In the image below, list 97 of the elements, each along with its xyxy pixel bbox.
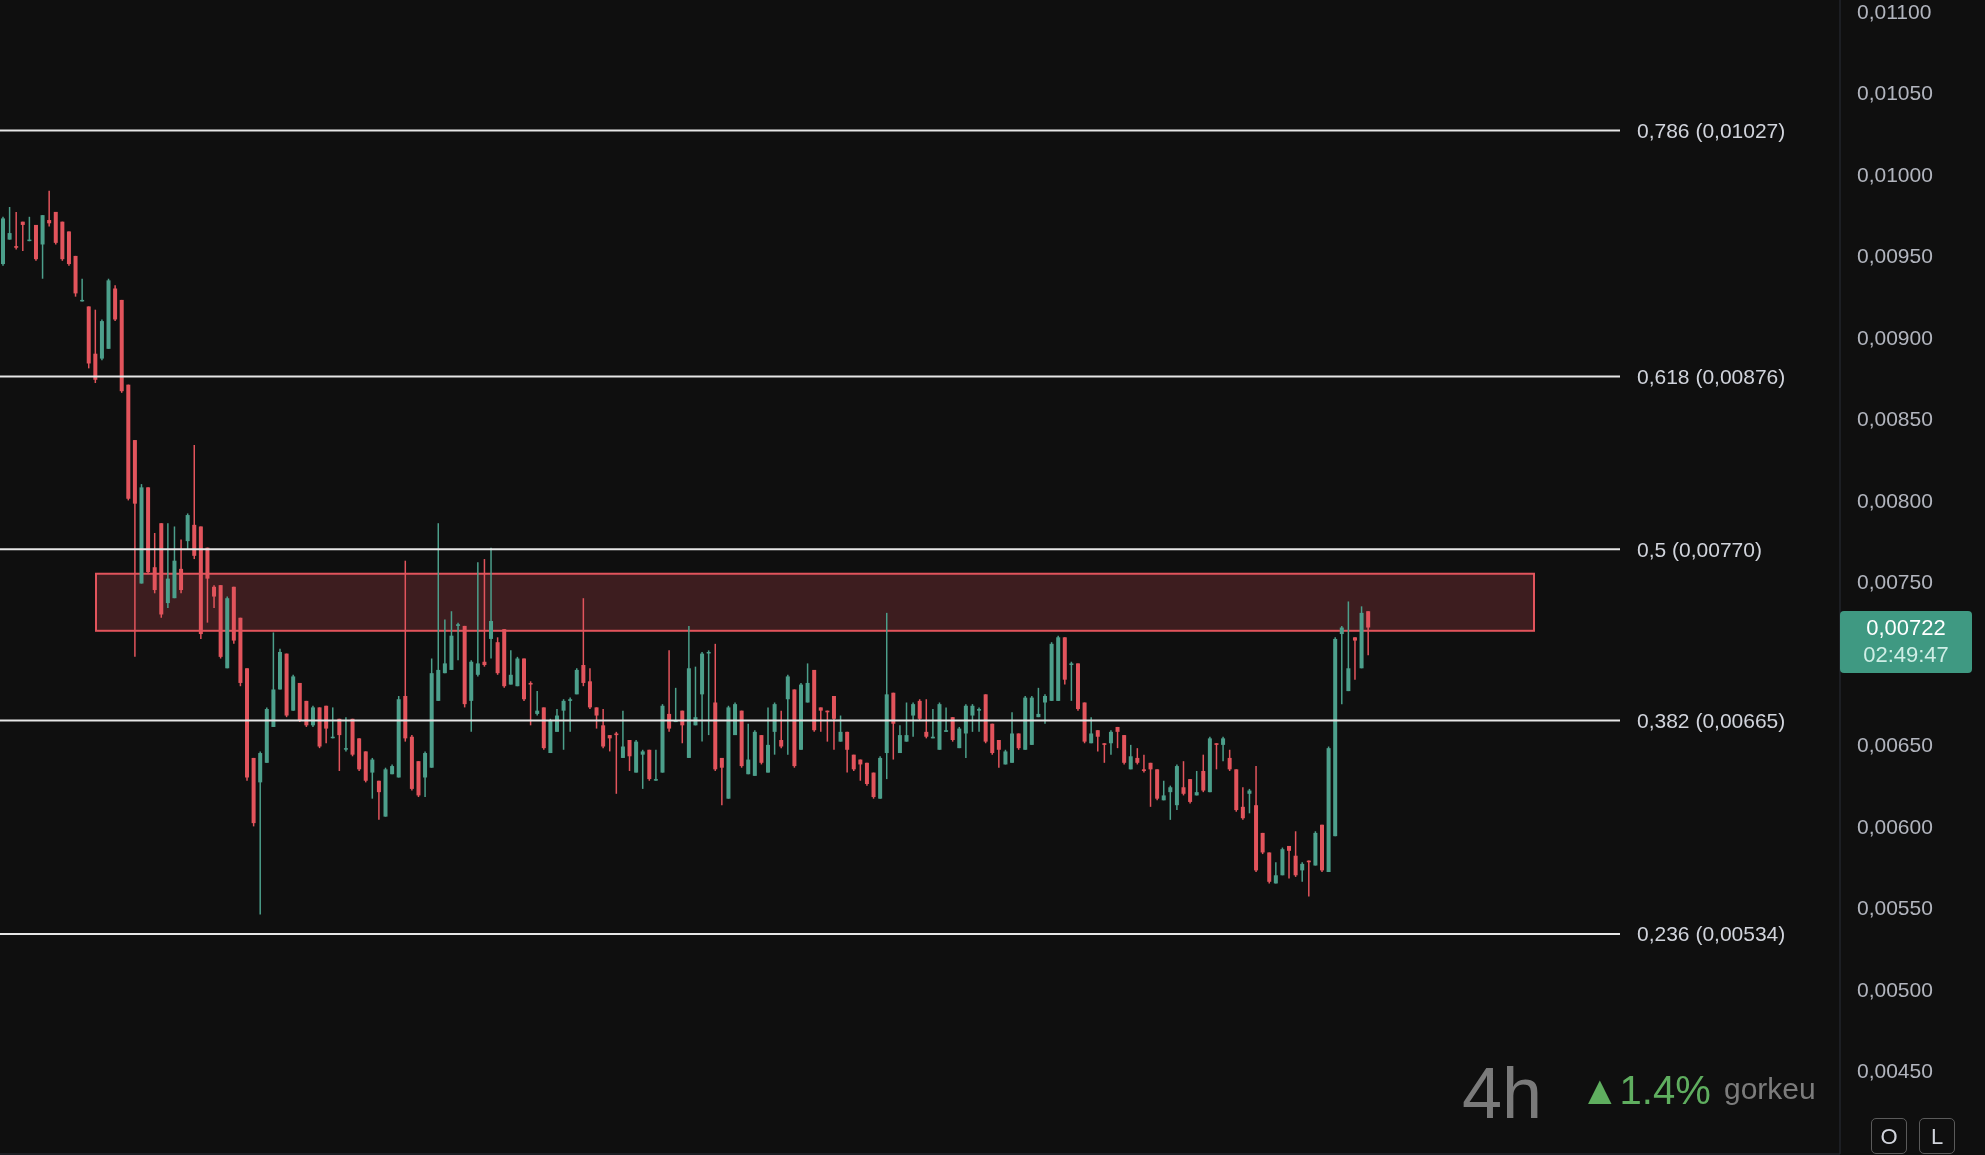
candlestick <box>944 706 949 733</box>
candlestick <box>911 701 916 738</box>
candlestick <box>1128 744 1133 771</box>
candlestick <box>1102 742 1107 764</box>
candlestick <box>343 716 348 753</box>
y-tick-label: 0,00600 <box>1857 814 1933 838</box>
candlestick <box>1346 600 1351 692</box>
candlestick <box>1141 753 1146 774</box>
y-tick-label: 0,01100 <box>1857 0 1932 23</box>
candlestick <box>838 714 843 743</box>
candlestick <box>996 739 1001 769</box>
text: 0,00722 <box>1865 614 1947 641</box>
candlestick <box>442 618 447 674</box>
candlestick <box>1095 729 1100 753</box>
y-tick-label: 0,00800 <box>1857 488 1933 512</box>
y-tick-label: 0,00950 <box>1857 244 1933 268</box>
candlestick <box>1194 770 1199 797</box>
candlestick <box>785 674 790 756</box>
candlestick <box>805 662 810 704</box>
text: 4h <box>1462 1053 1543 1133</box>
y-tick-label: 0,01050 <box>1857 81 1933 105</box>
candlestick <box>924 698 929 740</box>
candlestick <box>1214 742 1219 771</box>
candlestick <box>653 749 658 782</box>
candlestick <box>535 690 540 717</box>
candlestick <box>845 731 850 774</box>
candlestick <box>14 211 19 251</box>
candlestick <box>1240 786 1245 821</box>
ref-line-label: 0,618 (0,00876) <box>1637 365 1786 389</box>
candlestick <box>1227 749 1232 772</box>
candlestick <box>568 696 573 733</box>
ref-line-label: 0,5 (0,00770) <box>1637 537 1762 561</box>
candlestick <box>601 708 606 749</box>
candlestick <box>47 189 52 228</box>
ref-line-label: 0,786 (0,01027) <box>1637 118 1786 142</box>
candlestick <box>1069 661 1074 702</box>
candlestick <box>719 757 724 806</box>
candlestick <box>1366 610 1371 656</box>
candlestick <box>831 695 836 751</box>
candlestick <box>977 706 982 733</box>
text: 02:49:47 <box>1862 641 1950 668</box>
candlestick <box>627 739 632 772</box>
candlestick <box>1201 753 1206 793</box>
candlestick <box>1293 830 1298 878</box>
y-tick-label: 0,00550 <box>1857 896 1933 920</box>
candlestick <box>950 716 955 743</box>
candlestick <box>970 703 975 733</box>
candlestick <box>1339 625 1344 705</box>
candlestick <box>508 649 513 686</box>
candlestick <box>594 706 599 730</box>
y-tick-label: 0,00750 <box>1857 570 1933 594</box>
candlestick <box>1043 693 1048 725</box>
candlestick <box>376 779 381 821</box>
candlestick <box>1181 760 1186 797</box>
candlestick <box>1168 784 1173 821</box>
candlestick <box>1036 687 1041 718</box>
toggle-button: O <box>1871 1118 1907 1154</box>
candlestick <box>1148 762 1153 808</box>
y-tick-label: 0,00900 <box>1857 325 1933 349</box>
candlestick <box>1247 788 1252 815</box>
candlestick <box>620 709 625 759</box>
candlestick <box>20 220 25 252</box>
ref-line-label: 0,236 (0,00534) <box>1637 922 1786 946</box>
candlestick <box>1221 735 1226 762</box>
candlestick <box>779 709 784 749</box>
toggle-button: L <box>1919 1118 1955 1154</box>
candlestick <box>818 706 823 733</box>
candlestick <box>1352 636 1357 681</box>
candlestick <box>640 749 645 790</box>
candlestick <box>1188 778 1193 805</box>
candlestick <box>1287 845 1292 880</box>
candlestick <box>370 757 375 800</box>
y-tick-label: 0,00850 <box>1857 407 1933 431</box>
candlestick <box>581 597 586 687</box>
annotation: ▲1.4% <box>1580 1068 1711 1112</box>
y-tick-label: 0,00500 <box>1857 977 1933 1001</box>
candlestick <box>904 701 909 743</box>
y-tick-label: 0,00450 <box>1857 1059 1933 1083</box>
candlestick <box>475 561 480 678</box>
candlestick <box>7 206 12 241</box>
y-tick-label: 0,01000 <box>1857 162 1933 186</box>
candlestick <box>212 584 217 609</box>
candlestick <box>561 698 566 751</box>
candlestick <box>482 558 487 668</box>
candlestick <box>1108 729 1113 756</box>
candlestick <box>1089 716 1094 744</box>
candlestick <box>897 724 902 754</box>
candlestick <box>456 621 461 661</box>
candlestick <box>528 680 533 727</box>
annotation: gorkeu <box>1724 1072 1816 1105</box>
candlestick <box>1300 861 1305 883</box>
y-tick-label: 0,00650 <box>1857 733 1933 757</box>
ref-line-label: 0,382 (0,00665) <box>1637 708 1786 732</box>
candlestick <box>746 722 751 775</box>
candlestick <box>614 731 619 795</box>
candlestick <box>179 538 184 595</box>
candlestick <box>152 532 157 595</box>
